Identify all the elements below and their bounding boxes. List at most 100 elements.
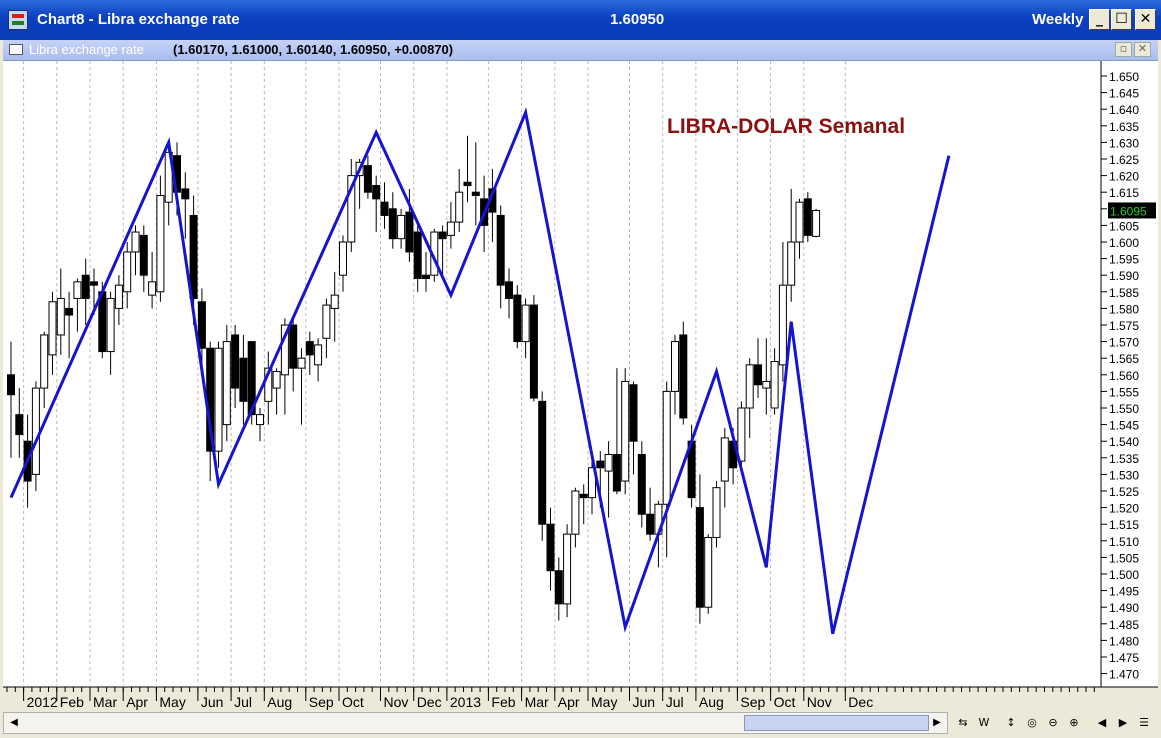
x-tick-label: 2013 [450, 694, 481, 710]
candle-down [388, 208, 397, 240]
candle-up [745, 364, 754, 409]
y-tick-label: 1.570 [1109, 336, 1139, 350]
menu-icon[interactable]: ☰ [1139, 716, 1149, 729]
candle-down [289, 324, 298, 369]
y-tick-label: 1.575 [1109, 319, 1139, 333]
candle-down [380, 201, 389, 216]
candle-down [529, 304, 538, 399]
x-tick-label: Feb [60, 694, 84, 710]
close-button[interactable]: ✕ [1135, 9, 1156, 30]
candle-up [662, 390, 671, 505]
candle-down [7, 374, 15, 396]
candle-up [787, 241, 796, 286]
x-tick-label: Nov [807, 694, 832, 710]
maximize-button[interactable]: ☐ [1111, 9, 1132, 30]
candle-up [720, 437, 729, 482]
candle-down [754, 364, 762, 386]
price-axis [1101, 61, 1158, 687]
sync-icon[interactable]: ⇆ [958, 716, 968, 729]
scroll-thumb[interactable] [744, 715, 929, 731]
candle-down [305, 341, 314, 356]
candle-up [397, 214, 406, 240]
candle-down [363, 165, 372, 193]
y-tick-label: 1.650 [1109, 70, 1139, 84]
scroll-left-icon[interactable]: ◀ [10, 717, 18, 728]
candle-down [596, 460, 605, 469]
center-icon[interactable]: ◎ [1027, 716, 1037, 729]
x-tick-label: May [159, 694, 185, 710]
candle-up [671, 341, 679, 392]
last-price-marker [1108, 202, 1156, 219]
y-tick-label: 1.620 [1109, 170, 1139, 184]
candle-up [322, 304, 331, 339]
candle-up [712, 487, 721, 538]
candle-down [422, 274, 430, 280]
minimize-button[interactable]: _ [1089, 9, 1110, 30]
y-tick-label: 1.495 [1109, 585, 1139, 599]
zigzag-line [9, 107, 951, 635]
y-tick-label: 1.535 [1109, 452, 1139, 466]
y-tick-label: 1.615 [1109, 186, 1139, 200]
candle-up [297, 357, 306, 369]
zoom-out-icon[interactable]: ⊖ [1048, 716, 1058, 729]
candle-down [90, 281, 98, 286]
candle-down [81, 274, 90, 299]
candle-up [604, 453, 613, 472]
subwindow-icon [9, 44, 23, 55]
candle-down [637, 453, 646, 515]
candle-up [347, 175, 356, 243]
candle-up [521, 304, 530, 343]
y-tick-label: 1.640 [1109, 103, 1139, 117]
candlestick-chart[interactable]: LIBRA-DOLAR Semanal 1.650 1.645 1.640 1.635… [3, 61, 1158, 712]
candle-up [280, 324, 289, 376]
x-tick-label: Oct [774, 694, 796, 710]
y-tick-label: 1.590 [1109, 269, 1139, 283]
candle-up [571, 490, 580, 535]
candle-up [563, 533, 572, 605]
candle-up [330, 294, 339, 309]
candle-up [339, 241, 347, 276]
candle-up [778, 284, 787, 366]
candle-up [214, 347, 223, 452]
x-tick-label: Dec [417, 694, 442, 710]
candle-down [803, 198, 812, 236]
y-tick-label: 1.645 [1109, 87, 1139, 101]
x-tick-label: Dec [848, 694, 873, 710]
candle-up [31, 387, 40, 475]
y-tick-label: 1.480 [1109, 634, 1139, 648]
pane-close-button[interactable]: ✕ [1134, 42, 1151, 57]
weekly-toggle[interactable]: W [978, 716, 990, 729]
chart-app-icon [8, 10, 28, 30]
scale-icon[interactable]: ↕ [1006, 716, 1016, 729]
window-title: Chart8 - Libra exchange rate [37, 11, 240, 28]
chart-toolbar: ⇆ W ↕ ◎ ⊖ ⊕ ◀ ▶ ☰ [948, 712, 1158, 734]
candle-up [256, 414, 264, 426]
candle-up [314, 344, 323, 366]
last-price-label: 1.6095 [1110, 204, 1147, 218]
y-tick-label: 1.530 [1109, 468, 1139, 482]
candle-down [139, 234, 148, 276]
prev-icon[interactable]: ◀ [1097, 716, 1107, 729]
next-icon[interactable]: ▶ [1118, 716, 1128, 729]
period-label[interactable]: Weekly [1032, 11, 1084, 28]
pane-restore-button[interactable]: ▫ [1115, 42, 1132, 57]
x-tick-label: Feb [491, 694, 515, 710]
zoom-in-icon[interactable]: ⊕ [1069, 716, 1079, 729]
candle-down [612, 453, 621, 492]
plot-area [3, 61, 1101, 687]
y-tick-label: 1.485 [1109, 618, 1139, 632]
series-name: Libra exchange rate [29, 42, 144, 57]
y-tick-label: 1.500 [1109, 568, 1139, 582]
y-tick-label: 1.470 [1109, 668, 1139, 682]
candle-up [40, 334, 49, 389]
candle-up [762, 380, 771, 389]
candle-down [546, 523, 555, 572]
candle-up [131, 231, 140, 253]
scroll-right-icon[interactable]: ▶ [933, 717, 941, 728]
y-tick-label: 1.540 [1109, 435, 1139, 449]
chart-title: LIBRA-DOLAR Semanal [667, 115, 905, 138]
horizontal-scrollbar[interactable]: ◀ ▶ [3, 712, 948, 734]
candle-down [189, 214, 198, 299]
candle-down [247, 341, 256, 416]
x-tick-label: Sep [740, 694, 765, 710]
